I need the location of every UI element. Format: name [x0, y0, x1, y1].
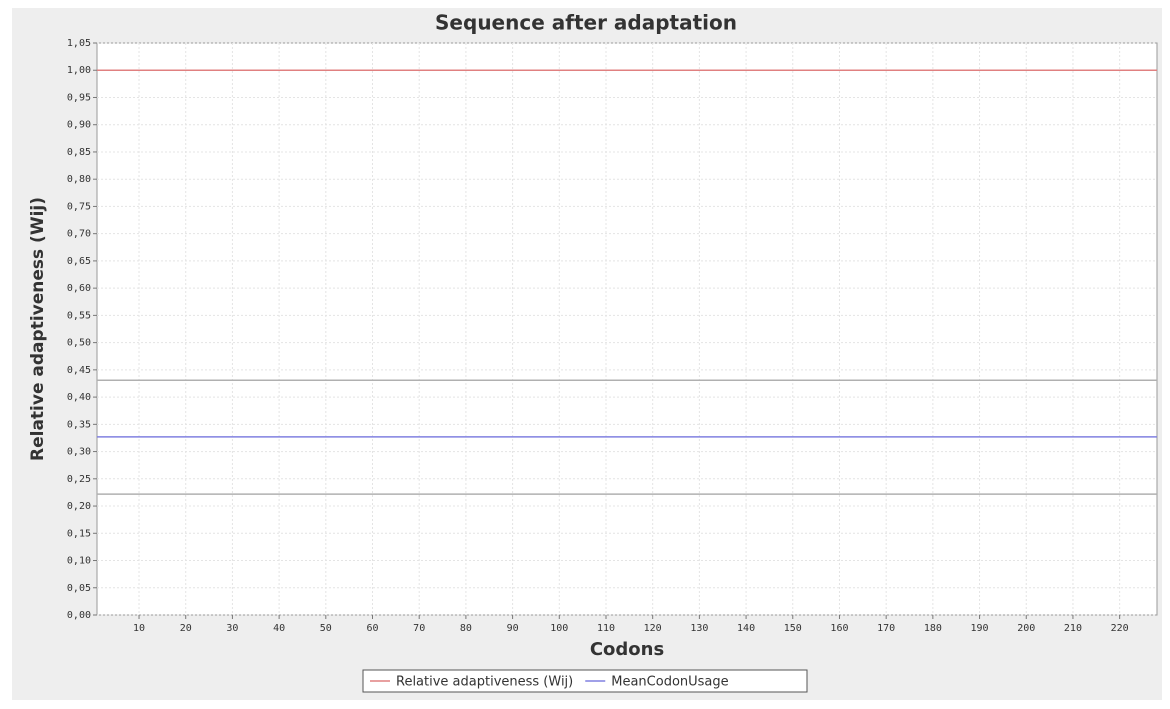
y-tick-label: 1,00 [67, 65, 91, 76]
x-tick-label: 110 [597, 623, 615, 634]
x-tick-label: 220 [1111, 623, 1129, 634]
y-tick-label: 0,15 [67, 528, 91, 539]
legend [362, 669, 808, 693]
y-tick-label: 0,85 [67, 147, 91, 158]
y-tick-label: 0,00 [67, 610, 91, 621]
y-tick-label: 0,75 [67, 201, 91, 212]
y-tick-label: 0,65 [67, 256, 91, 267]
x-tick-label: 150 [784, 623, 802, 634]
x-tick-label: 70 [413, 623, 425, 634]
y-tick-label: 0,50 [67, 338, 91, 349]
y-tick-label: 0,45 [67, 365, 91, 376]
x-tick-label: 50 [320, 623, 332, 634]
y-tick-label: 0,60 [67, 283, 91, 294]
legend-label: Relative adaptiveness (Wij) [396, 675, 573, 690]
x-tick-label: 210 [1064, 623, 1082, 634]
x-tick-label: 30 [226, 623, 238, 634]
x-tick-label: 190 [971, 623, 989, 634]
x-tick-label: 180 [924, 623, 942, 634]
y-tick-label: 0,40 [67, 392, 91, 403]
y-tick-label: 0,10 [67, 556, 91, 567]
legend-label: MeanCodonUsage [611, 675, 728, 690]
plot-area [96, 42, 1158, 616]
y-tick-label: 0,80 [67, 174, 91, 185]
x-tick-label: 40 [273, 623, 285, 634]
y-axis-label: Relative adaptiveness (Wij) [28, 197, 48, 461]
y-tick-label: 0,05 [67, 583, 91, 594]
y-tick-label: 0,20 [67, 501, 91, 512]
y-tick-label: 0,25 [67, 474, 91, 485]
y-tick-label: 1,05 [67, 38, 91, 49]
x-tick-label: 200 [1017, 623, 1035, 634]
x-tick-label: 100 [550, 623, 568, 634]
x-tick-label: 120 [644, 623, 662, 634]
x-tick-label: 130 [690, 623, 708, 634]
x-tick-label: 80 [460, 623, 472, 634]
x-tick-label: 160 [830, 623, 848, 634]
y-tick-label: 0,70 [67, 229, 91, 240]
x-tick-label: 140 [737, 623, 755, 634]
y-tick-label: 0,90 [67, 120, 91, 131]
x-axis-label: Codons [590, 639, 664, 660]
x-tick-label: 90 [507, 623, 519, 634]
chart-title: Sequence after adaptation [435, 11, 737, 35]
x-tick-label: 60 [366, 623, 378, 634]
y-tick-label: 0,35 [67, 419, 91, 430]
x-tick-label: 10 [133, 623, 145, 634]
y-tick-label: 0,95 [67, 92, 91, 103]
x-tick-label: 170 [877, 623, 895, 634]
y-tick-label: 0,55 [67, 310, 91, 321]
y-tick-label: 0,30 [67, 447, 91, 458]
x-tick-label: 20 [180, 623, 192, 634]
